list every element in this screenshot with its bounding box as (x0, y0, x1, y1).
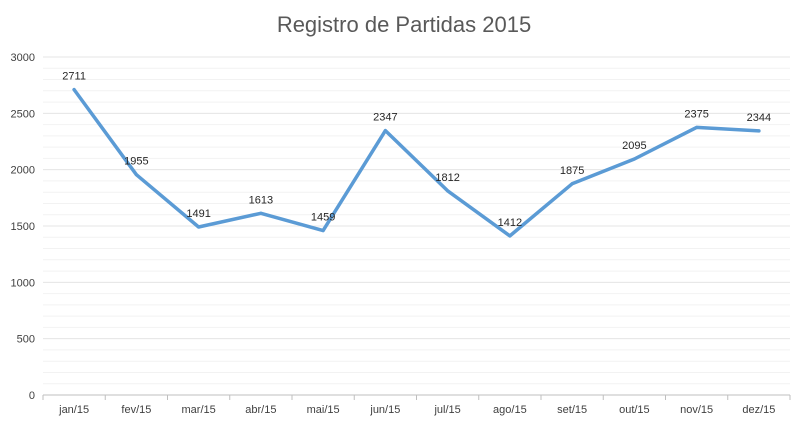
data-point (72, 88, 76, 92)
series-layer (72, 87, 761, 238)
y-tick-label: 1500 (11, 221, 35, 233)
x-tick-label: jan/15 (58, 404, 89, 416)
data-label: 2347 (373, 112, 397, 124)
data-label: 1875 (560, 165, 584, 177)
series-line (72, 87, 761, 238)
x-tick-label: mar/15 (182, 404, 216, 416)
gridlines (43, 56, 790, 396)
x-tick-label: jul/15 (433, 404, 460, 416)
data-label: 2095 (622, 140, 646, 152)
data-point (321, 229, 325, 233)
data-label: 1412 (498, 217, 522, 229)
data-label: 1459 (311, 212, 335, 224)
data-point (632, 157, 636, 161)
chart-title: Registro de Partidas 2015 (277, 12, 531, 37)
x-tick-label: mai/15 (307, 404, 340, 416)
y-tick-label: 3000 (11, 52, 35, 64)
data-point (570, 182, 574, 186)
x-tick-label: set/15 (557, 404, 587, 416)
y-tick-label: 1000 (11, 277, 35, 289)
data-point (259, 211, 263, 215)
data-point (695, 125, 699, 129)
data-point (446, 189, 450, 193)
y-tick-label: 2500 (11, 108, 35, 120)
data-label: 2711 (62, 71, 86, 83)
data-point (383, 129, 387, 133)
x-tick-label: fev/15 (121, 404, 151, 416)
x-tick-label: abr/15 (245, 404, 276, 416)
y-axis: 0 500 1000 1500 2000 2500 3000 (11, 52, 35, 402)
x-axis: jan/15 fev/15 mar/15 abr/15 mai/15 jun/15 jul/… (42, 395, 791, 416)
data-label: 1812 (435, 172, 459, 184)
x-tick-label: ago/15 (493, 404, 527, 416)
x-tick-label: jun/15 (369, 404, 400, 416)
data-label: 1955 (124, 156, 148, 168)
x-tick-label: out/15 (619, 404, 650, 416)
y-tick-label: 500 (17, 334, 35, 346)
data-label: 1491 (186, 208, 210, 220)
data-label: 1613 (249, 194, 273, 206)
data-labels: 2711 1955 1491 1613 1459 2347 1812 1412 1875 2095… (62, 71, 771, 229)
y-tick-label: 0 (29, 390, 35, 402)
data-label: 2344 (747, 112, 771, 124)
data-point (197, 225, 201, 229)
data-point (508, 234, 512, 238)
data-point (757, 129, 761, 133)
x-tick-label: nov/15 (680, 404, 713, 416)
y-tick-label: 2000 (11, 165, 35, 177)
data-point (134, 173, 138, 177)
data-label: 2375 (684, 108, 708, 120)
x-tick-label: dez/15 (742, 404, 775, 416)
